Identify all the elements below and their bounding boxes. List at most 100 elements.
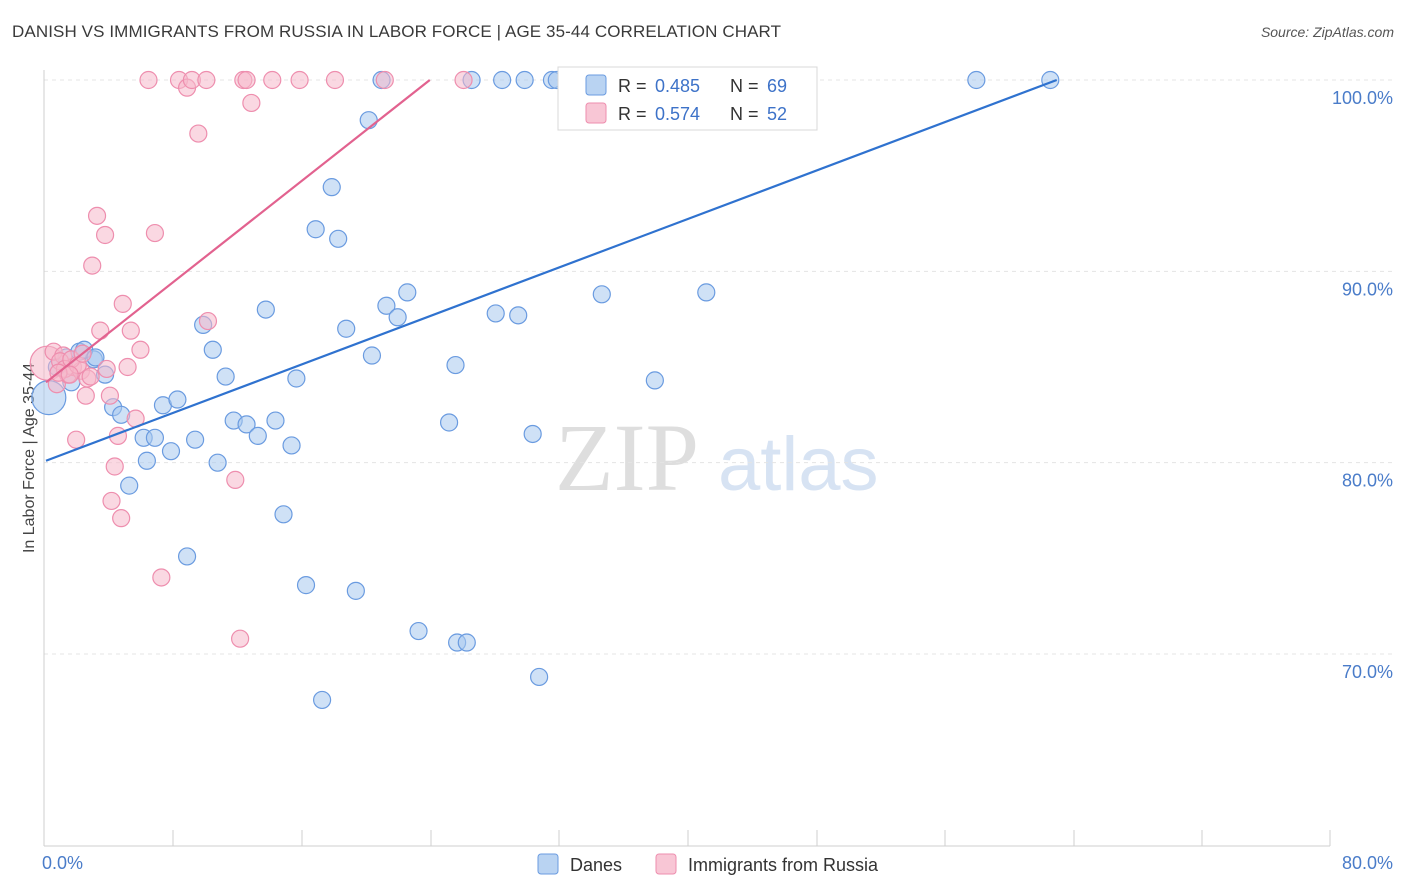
x-tick-label-min: 0.0% [42,853,83,873]
bottom-legend-swatch-russia [655,853,677,875]
danes-point [287,369,306,388]
watermark-zip: ZIP [555,404,699,511]
danes-point [697,283,716,302]
danes-point [329,229,348,248]
russia-point [263,70,282,90]
danes-point [208,453,227,472]
danes-point [120,476,139,495]
russia-point [231,629,250,648]
watermark: ZIP atlas [555,404,879,511]
x-axis-ticks [172,830,1331,846]
bottom-legend-russia: Immigrants from Russia [688,855,879,875]
danes-point [346,581,365,600]
russia-point [95,225,115,245]
danes-point [161,442,181,461]
russia-point [97,359,116,379]
danes-point [266,411,285,430]
danes-point [493,70,512,90]
danes-trend-line [45,78,1058,462]
danes-point [168,390,187,409]
russia-point [105,457,124,476]
russia-point [67,430,86,449]
danes-point [274,505,293,524]
danes-points [31,70,1060,710]
x-tick-label-max: 80.0% [1342,853,1393,873]
russia-point [121,321,140,340]
legend-swatch-russia [585,102,607,124]
russia-point [131,340,150,359]
y-tick-label: 100.0% [1332,88,1393,108]
danes-point [186,430,205,449]
legend-n-value-1: 69 [767,76,787,96]
y-tick-label: 80.0% [1342,471,1393,491]
watermark-atlas: atlas [718,422,879,507]
russia-point [197,70,216,90]
danes-point [592,285,611,304]
danes-point [337,319,356,338]
danes-point [530,667,549,687]
russia-point [454,70,473,90]
danes-point [312,690,332,710]
legend-n-label-2: N = [730,104,759,124]
danes-point [523,424,542,444]
danes-point [359,111,378,130]
russia-point [226,470,245,489]
russia-point [113,294,132,313]
russia-point [375,70,394,90]
bottom-legend-swatch-danes [537,853,559,875]
russia-point [152,568,171,587]
russia-point [290,70,309,90]
russia-point [91,321,110,340]
chart-title: DANISH VS IMMIGRANTS FROM RUSSIA IN LABO… [12,22,782,41]
russia-point [81,367,100,386]
danes-point [216,367,235,386]
y-axis-label: In Labor Force | Age 35-44 [21,363,38,553]
danes-point [439,413,459,432]
danes-point [486,304,505,323]
y-tick-label: 90.0% [1342,279,1393,299]
danes-point [248,426,267,445]
danes-point [256,300,275,319]
russia-point [76,386,95,405]
russia-point [145,223,165,243]
danes-point [457,633,476,652]
russia-point [139,70,158,90]
russia-point [102,491,121,511]
gridlines [44,79,1393,655]
legend-n-value-2: 52 [767,104,787,124]
danes-point [388,308,407,327]
russia-point [100,386,120,405]
danes-point [515,70,534,90]
danes-point [145,428,165,447]
russia-point [118,357,137,377]
y-tick-label: 70.0% [1342,662,1393,682]
russia-point [60,365,79,384]
danes-point [237,415,256,434]
russia-point [198,311,218,331]
danes-point [645,371,664,390]
legend-r-label-1: R = [618,76,647,96]
correlation-legend: R = 0.485 N = 69 R = 0.574 N = 52 [557,66,818,131]
danes-point [296,576,316,595]
danes-point [177,547,197,566]
danes-point [377,296,396,315]
russia-point [242,93,261,113]
russia-trend-line [45,79,431,384]
danes-point [306,220,325,239]
trend-lines [45,78,1058,462]
russia-point [189,124,208,143]
danes-point [398,283,417,302]
danes-point [322,178,341,197]
danes-point [203,340,222,359]
russia-point [83,256,102,275]
danes-point [509,306,528,325]
y-tick-labels: 70.0% 80.0% 90.0% 100.0% [1332,88,1393,682]
danes-point [967,70,986,90]
series-legend: Danes Immigrants from Russia [537,853,879,875]
danes-point [282,436,301,455]
russia-point [112,509,131,528]
bottom-legend-danes: Danes [570,855,622,875]
russia-point [87,206,107,225]
legend-r-label-2: R = [618,104,647,124]
